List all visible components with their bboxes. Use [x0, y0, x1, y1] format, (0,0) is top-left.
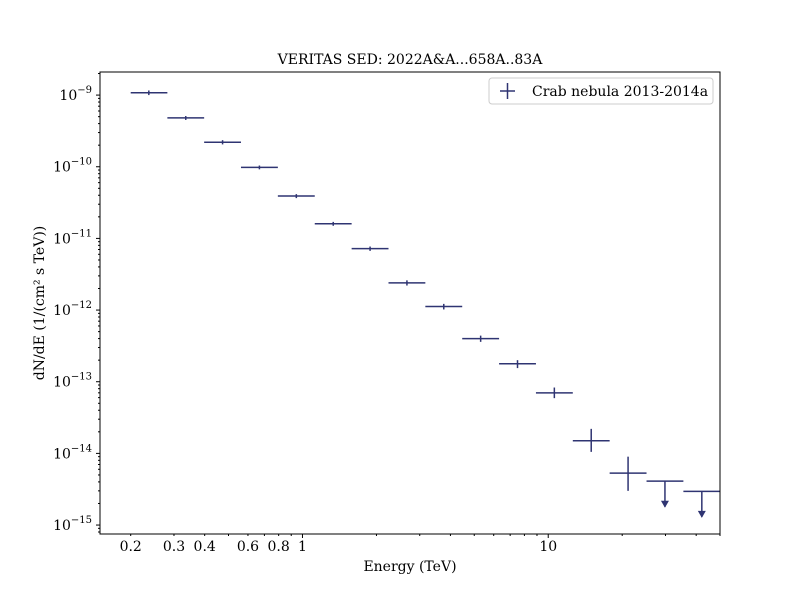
legend-box: [488, 77, 714, 105]
upper-limit-arrow: [697, 510, 706, 518]
axis-layer: 10−9 10−10 10−11 10−12 10−13 10−14 10−15 0.2 0.3…: [53, 73, 721, 555]
data-point: [314, 221, 352, 226]
x-tick-label: 0.6: [237, 539, 259, 555]
y-tick-label: 10−11: [53, 228, 92, 247]
legend: Crab nebula 2013-2014a: [488, 77, 714, 105]
y-tick-label: 10−14: [53, 443, 92, 462]
data-point: [535, 387, 573, 399]
legend-entry-label: Crab nebula 2013-2014a: [532, 84, 708, 100]
data-point: [130, 90, 168, 96]
upper-limit-arrow: [660, 500, 669, 508]
data-point: [351, 246, 389, 251]
data-point: [572, 428, 610, 452]
y-tick-label: 10−15: [53, 515, 92, 534]
data-point: [462, 335, 500, 342]
y-tick-label: 10−10: [53, 157, 92, 176]
x-axis-label: Energy (TeV): [363, 559, 456, 575]
chart-title: VERITAS SED: 2022A&A...658A..83A: [277, 52, 544, 68]
data-point: [240, 165, 278, 170]
x-tick-label: 1: [298, 539, 307, 555]
data-point: [388, 280, 426, 286]
data-point: [609, 456, 647, 491]
y-tick-label: 10−13: [53, 372, 92, 391]
y-tick-label: 10−9: [59, 85, 92, 104]
x-tick-label: 0.3: [163, 539, 185, 555]
x-tick-label: 0.4: [194, 539, 216, 555]
x-tick-label: 0.8: [268, 539, 290, 555]
data-point: [499, 360, 536, 369]
plot-frame: [99, 71, 721, 535]
data-layer: [130, 90, 721, 518]
data-point: [204, 140, 241, 145]
y-tick-label: 10−12: [53, 300, 92, 319]
legend-marker: [500, 83, 515, 99]
x-tick-label: 10: [539, 539, 557, 555]
data-point: [277, 194, 315, 199]
x-tick-label: 0.2: [120, 539, 142, 555]
y-axis-label: dN/dE (1/(cm² s TeV)): [32, 226, 48, 381]
upper-limit-point: [683, 490, 721, 518]
upper-limit-point: [646, 480, 684, 508]
data-point: [425, 303, 463, 310]
data-point: [167, 116, 205, 120]
